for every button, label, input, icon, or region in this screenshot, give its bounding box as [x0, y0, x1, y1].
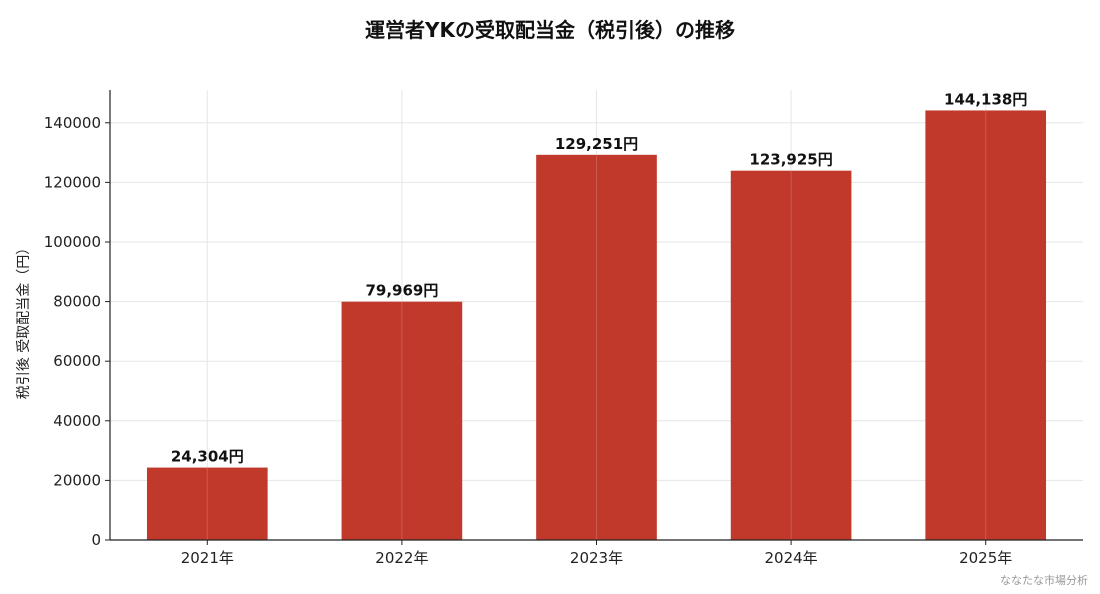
bar	[146, 467, 268, 540]
label-layer: 0 20000 40000 60000 80000 100000 120000 140000 2…	[44, 90, 1028, 567]
y-tick-label: 80000	[53, 293, 101, 311]
bar	[536, 154, 657, 541]
x-tick-label: 2022年	[375, 549, 428, 567]
x-tick-label: 2024年	[765, 549, 818, 567]
bar-value-label: 24,304円	[171, 448, 244, 466]
y-tick-label: 100000	[44, 233, 101, 251]
bar-value-label: 129,251円	[555, 135, 638, 153]
bar	[341, 301, 463, 540]
y-tick-label: 20000	[53, 471, 101, 489]
y-tick-label: 60000	[53, 352, 101, 370]
bar	[925, 110, 1047, 540]
bar	[730, 170, 852, 541]
y-tick-label: 0	[91, 531, 101, 549]
bar-value-label: 123,925円	[749, 151, 832, 169]
y-axis-label: 税引後 受取配当金（円）	[16, 241, 32, 399]
bar-value-label: 144,138円	[944, 90, 1027, 108]
y-tick-label: 140000	[44, 114, 101, 132]
x-tick-label: 2025年	[959, 549, 1012, 567]
y-tick-label: 120000	[44, 173, 101, 191]
watermark: ななたな市場分析	[1000, 574, 1088, 587]
x-tick-label: 2023年	[570, 549, 623, 567]
chart-title: 運営者YKの受取配当金（税引後）の推移	[365, 18, 735, 42]
y-tick-label: 40000	[53, 412, 101, 430]
bar-value-label: 79,969円	[365, 282, 438, 300]
bar-layer	[146, 110, 1047, 541]
axis-layer	[105, 90, 1083, 545]
x-tick-label: 2021年	[181, 549, 234, 567]
